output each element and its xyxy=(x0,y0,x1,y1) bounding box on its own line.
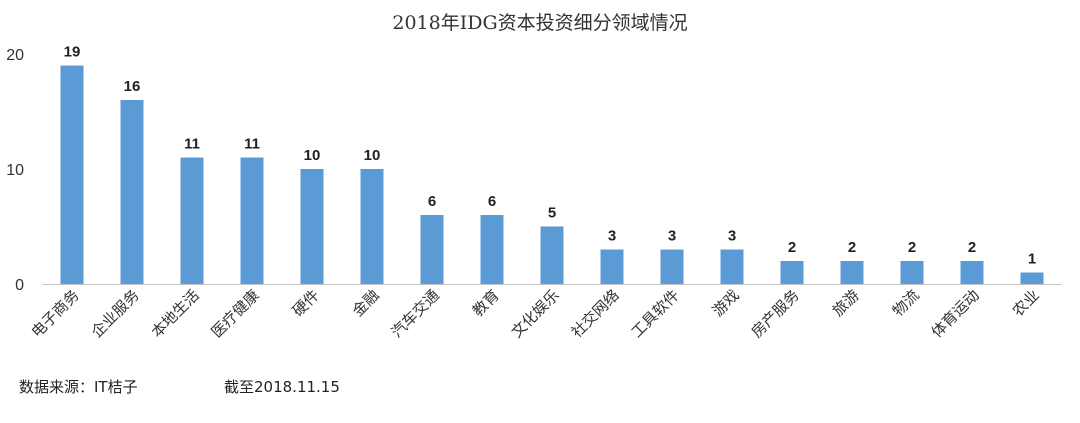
data-label: 1 xyxy=(1028,251,1036,268)
x-tick-label: 电子商务 xyxy=(28,286,83,341)
bar xyxy=(960,261,984,284)
y-axis: 0 10 20 xyxy=(6,47,24,294)
bar xyxy=(1020,272,1044,284)
data-label: 2 xyxy=(908,239,916,256)
data-label: 3 xyxy=(668,228,676,245)
bar xyxy=(780,261,804,284)
data-label: 11 xyxy=(244,136,260,153)
x-tick-label: 硬件 xyxy=(289,286,323,320)
x-tick-label: 企业服务 xyxy=(88,286,143,341)
x-tick-label: 本地生活 xyxy=(148,286,203,341)
x-axis: 电子商务 企业服务 本地生活 医疗健康 硬件 金融 汽车交通 教育 文化娱乐 社交网络 工具软件 游戏… xyxy=(28,286,1043,341)
bar xyxy=(120,100,144,284)
bar xyxy=(360,169,384,284)
chart-title: 2018年IDG资本投资细分领域情况 xyxy=(392,12,687,34)
data-label: 10 xyxy=(304,147,321,164)
bar xyxy=(600,249,624,284)
x-tick-label: 游戏 xyxy=(709,286,743,320)
bar-chart: 2018年IDG资本投资细分领域情况 0 10 20 19 16 11 11 10 10 6 6 5… xyxy=(6,12,1062,341)
data-label: 6 xyxy=(488,193,496,210)
bar xyxy=(420,215,444,284)
y-tick-label: 0 xyxy=(15,277,24,294)
data-label: 5 xyxy=(548,205,556,222)
bar xyxy=(300,169,324,284)
data-label: 19 xyxy=(64,44,81,61)
data-label: 2 xyxy=(788,239,796,256)
data-label: 3 xyxy=(728,228,736,245)
x-tick-label: 教育 xyxy=(469,286,503,320)
data-label: 16 xyxy=(124,78,141,95)
bar xyxy=(540,226,564,284)
x-tick-label: 房产服务 xyxy=(748,286,803,341)
x-tick-label: 农业 xyxy=(1009,286,1043,320)
x-tick-label: 社交网络 xyxy=(568,286,623,341)
bar xyxy=(720,249,744,284)
footer-date: 截至2018.11.15 xyxy=(224,378,340,396)
bar xyxy=(900,261,924,284)
y-tick-label: 10 xyxy=(6,162,24,179)
y-tick-label: 20 xyxy=(6,47,24,64)
bar xyxy=(660,249,684,284)
data-label: 11 xyxy=(184,136,200,153)
bar xyxy=(480,215,504,284)
x-tick-label: 体育运动 xyxy=(928,286,983,341)
x-tick-label: 汽车交通 xyxy=(388,286,443,341)
data-label: 6 xyxy=(428,193,436,210)
bar xyxy=(240,157,264,284)
x-tick-label: 工具软件 xyxy=(628,286,683,341)
bar xyxy=(840,261,864,284)
bar xyxy=(180,157,204,284)
footer-source: 数据来源：IT桔子 xyxy=(19,378,138,396)
x-tick-label: 文化娱乐 xyxy=(508,286,563,341)
x-tick-label: 金融 xyxy=(349,286,383,320)
x-tick-label: 物流 xyxy=(889,286,923,320)
bar xyxy=(60,65,84,284)
data-label: 2 xyxy=(848,239,856,256)
x-tick-label: 医疗健康 xyxy=(208,286,263,341)
x-tick-label: 旅游 xyxy=(829,286,863,320)
bars xyxy=(60,65,1044,284)
data-label: 10 xyxy=(364,147,381,164)
data-labels: 19 16 11 11 10 10 6 6 5 3 3 3 2 2 2 2 1 xyxy=(64,44,1037,268)
data-label: 3 xyxy=(608,228,616,245)
data-label: 2 xyxy=(968,239,976,256)
